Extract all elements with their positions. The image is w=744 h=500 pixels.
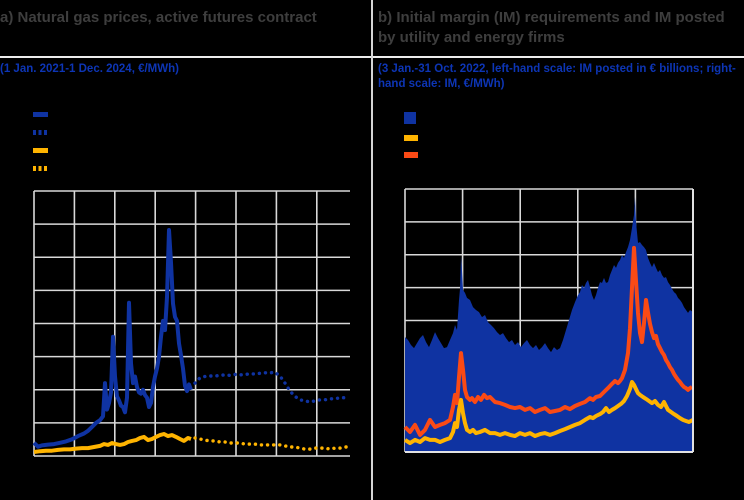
panel-b-legend <box>404 112 418 158</box>
im-requirement-red-line <box>403 245 693 437</box>
natural-gas-prices-chart <box>32 190 351 457</box>
orange-dotted-futures-curve <box>193 436 351 451</box>
panel-b-subtitle: (3 Jan.-31 Oct. 2022, left-hand scale: I… <box>378 63 736 90</box>
orange-solid-price-history <box>33 432 192 454</box>
panel-a-subtitle: (1 Jan. 2021-1 Dec. 2024, €/MWh) <box>0 63 179 75</box>
legend-swatch-orange-dashed-line <box>33 166 48 171</box>
panel-natural-gas-prices: a) Natural gas prices, active futures co… <box>0 9 351 457</box>
legend-swatch-red-line <box>404 152 418 158</box>
panel-a-legend <box>33 112 48 171</box>
blue-dotted-futures-curve <box>193 370 351 404</box>
legend-swatch-blue-solid-line <box>33 112 48 117</box>
panel-a-title: a) Natural gas prices, active futures co… <box>0 9 317 26</box>
im-yellow-line <box>403 380 694 446</box>
blue-solid-price-history <box>32 228 193 449</box>
legend-swatch-orange-solid-line <box>33 148 48 153</box>
im-posted-blue-area <box>405 196 693 452</box>
legend-swatch-blue-area <box>404 112 416 124</box>
initial-margin-chart <box>403 188 694 453</box>
panel-b-title: b) Initial margin (IM) requirements and … <box>378 9 725 46</box>
panel-divider <box>371 0 373 500</box>
panel-initial-margin: b) Initial margin (IM) requirements and … <box>372 0 744 500</box>
legend-swatch-orange-line <box>404 135 418 141</box>
legend-swatch-blue-dashed-line <box>33 130 48 135</box>
